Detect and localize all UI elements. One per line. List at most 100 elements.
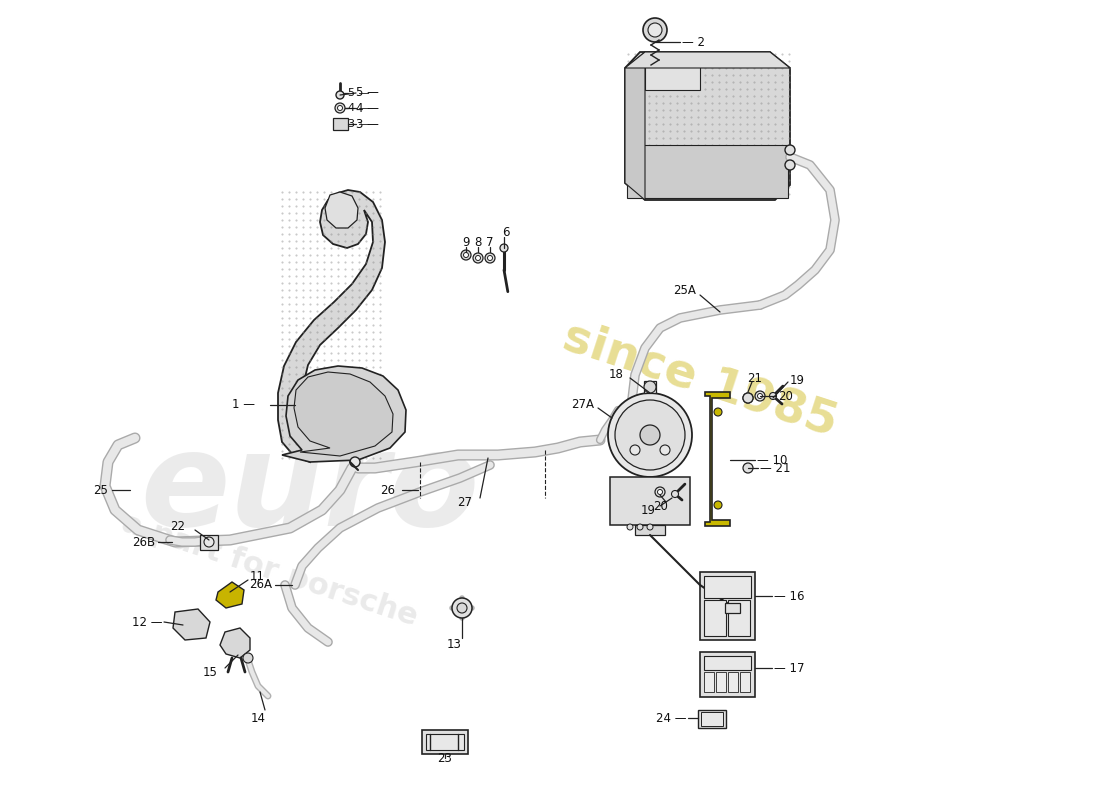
Circle shape bbox=[243, 653, 253, 663]
Text: euro: euro bbox=[141, 426, 480, 554]
Circle shape bbox=[714, 408, 722, 416]
Circle shape bbox=[654, 487, 666, 497]
Text: — 2: — 2 bbox=[682, 35, 705, 49]
Text: 9: 9 bbox=[462, 235, 470, 249]
Bar bbox=[704, 656, 751, 670]
Bar bbox=[200, 535, 218, 550]
Bar bbox=[728, 600, 750, 636]
Circle shape bbox=[615, 400, 685, 470]
Circle shape bbox=[452, 598, 472, 618]
Circle shape bbox=[487, 255, 493, 261]
Text: 14: 14 bbox=[251, 711, 265, 725]
Text: 27: 27 bbox=[456, 495, 472, 509]
Circle shape bbox=[658, 490, 662, 494]
Circle shape bbox=[608, 393, 692, 477]
Text: — 16: — 16 bbox=[774, 590, 804, 602]
Circle shape bbox=[461, 250, 471, 260]
Circle shape bbox=[742, 393, 754, 403]
Circle shape bbox=[350, 457, 360, 467]
Text: — 17: — 17 bbox=[774, 662, 804, 674]
Polygon shape bbox=[625, 52, 790, 68]
Text: 25A: 25A bbox=[673, 285, 696, 298]
Text: 13: 13 bbox=[447, 638, 461, 651]
Text: 12 —: 12 — bbox=[132, 615, 162, 629]
Polygon shape bbox=[705, 392, 730, 526]
Polygon shape bbox=[294, 372, 393, 456]
Bar bbox=[422, 730, 468, 754]
Circle shape bbox=[758, 394, 762, 398]
Text: 6: 6 bbox=[503, 226, 509, 238]
Circle shape bbox=[660, 445, 670, 455]
Polygon shape bbox=[278, 190, 385, 462]
Text: 3 —: 3 — bbox=[348, 119, 370, 129]
Text: 21: 21 bbox=[748, 371, 762, 385]
Polygon shape bbox=[173, 609, 210, 640]
Circle shape bbox=[644, 18, 667, 42]
Polygon shape bbox=[333, 118, 348, 130]
Circle shape bbox=[338, 106, 342, 110]
Bar bbox=[740, 672, 750, 692]
Circle shape bbox=[742, 463, 754, 473]
Text: since 1985: since 1985 bbox=[557, 314, 843, 446]
Text: 11: 11 bbox=[250, 570, 265, 583]
Polygon shape bbox=[635, 525, 666, 535]
Text: 4 —: 4 — bbox=[348, 103, 370, 113]
Text: 25: 25 bbox=[94, 483, 108, 497]
Text: — 21: — 21 bbox=[760, 462, 791, 474]
Bar bbox=[426, 734, 464, 750]
Text: 20: 20 bbox=[653, 499, 668, 513]
Bar bbox=[704, 576, 751, 598]
Circle shape bbox=[647, 524, 653, 530]
Circle shape bbox=[755, 391, 764, 401]
Text: 5 —: 5 — bbox=[348, 88, 370, 98]
Polygon shape bbox=[220, 628, 250, 658]
Polygon shape bbox=[324, 192, 358, 228]
Bar bbox=[698, 710, 726, 728]
Polygon shape bbox=[625, 52, 645, 200]
Circle shape bbox=[671, 490, 679, 498]
Bar bbox=[716, 672, 726, 692]
Text: 27A: 27A bbox=[571, 398, 594, 411]
Circle shape bbox=[644, 381, 656, 393]
Circle shape bbox=[485, 253, 495, 263]
Text: 26B: 26B bbox=[132, 535, 155, 549]
Circle shape bbox=[500, 244, 508, 252]
Circle shape bbox=[456, 603, 468, 613]
Circle shape bbox=[475, 255, 481, 261]
Bar bbox=[700, 652, 755, 697]
Circle shape bbox=[627, 524, 632, 530]
Circle shape bbox=[630, 445, 640, 455]
Polygon shape bbox=[216, 582, 244, 608]
Text: 19: 19 bbox=[790, 374, 805, 386]
Text: 23: 23 bbox=[438, 751, 452, 765]
Circle shape bbox=[473, 253, 483, 263]
Text: 24 —: 24 — bbox=[656, 711, 686, 725]
Text: 19: 19 bbox=[640, 503, 656, 517]
Circle shape bbox=[785, 145, 795, 155]
Circle shape bbox=[336, 91, 344, 99]
Text: — 10: — 10 bbox=[757, 454, 788, 466]
Circle shape bbox=[637, 524, 644, 530]
Text: 1 —: 1 — bbox=[232, 398, 255, 411]
Bar bbox=[728, 672, 738, 692]
Text: 18: 18 bbox=[609, 367, 624, 381]
Polygon shape bbox=[645, 52, 700, 90]
Circle shape bbox=[714, 501, 722, 509]
Text: 8: 8 bbox=[474, 235, 482, 249]
Polygon shape bbox=[282, 366, 406, 462]
Text: 4 —: 4 — bbox=[356, 102, 380, 114]
Circle shape bbox=[640, 425, 660, 445]
Circle shape bbox=[463, 253, 469, 258]
Bar bbox=[700, 572, 755, 640]
Text: a part for porsche: a part for porsche bbox=[119, 508, 421, 632]
Bar bbox=[644, 381, 656, 393]
Polygon shape bbox=[725, 603, 740, 613]
Text: 26A: 26A bbox=[249, 578, 272, 591]
Circle shape bbox=[336, 103, 345, 113]
Bar bbox=[704, 672, 714, 692]
Text: 26: 26 bbox=[379, 483, 395, 497]
Bar bbox=[704, 600, 726, 636]
Circle shape bbox=[770, 393, 777, 399]
Text: 22: 22 bbox=[170, 521, 185, 534]
Circle shape bbox=[742, 393, 754, 403]
